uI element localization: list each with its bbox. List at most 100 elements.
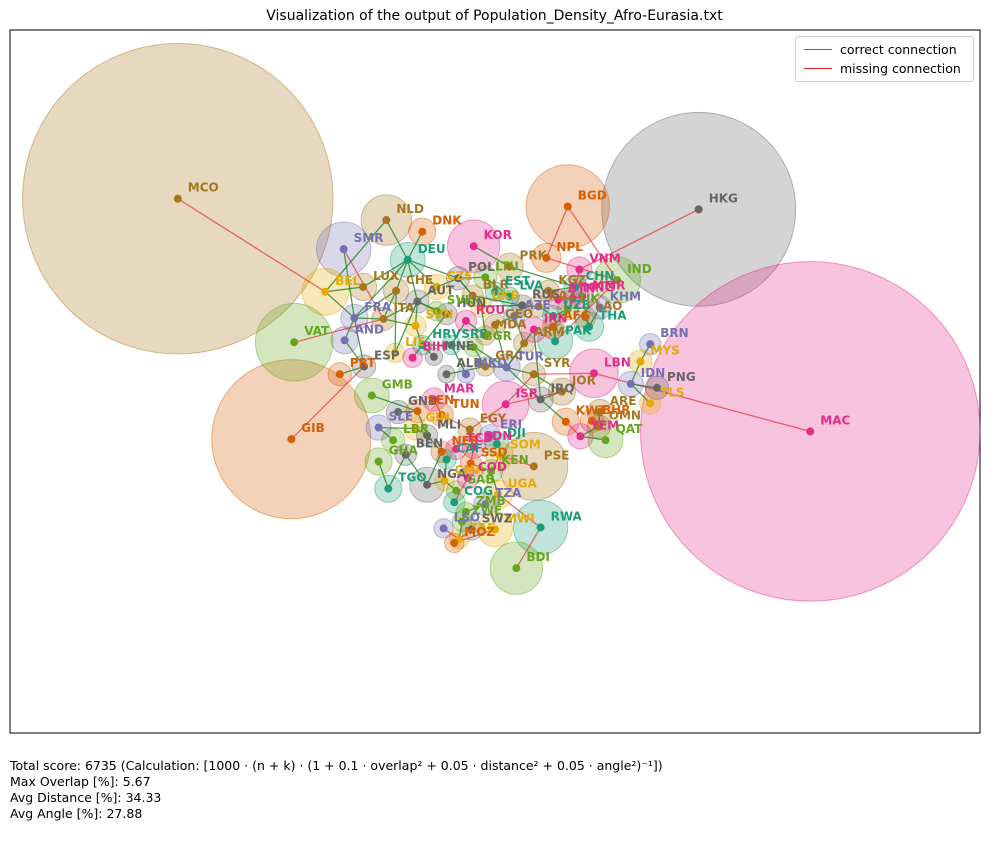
label-mac: MAC — [820, 413, 850, 427]
label-omn: OMN — [609, 409, 641, 423]
point-lva — [505, 292, 514, 301]
point-moz — [450, 538, 459, 547]
point-lbr — [389, 436, 398, 445]
label-aze: AZE — [524, 298, 550, 312]
label-cog: COG — [464, 484, 493, 498]
point-ita — [379, 314, 388, 323]
point-hkg — [694, 205, 703, 214]
correct-connection-chn-kgz — [548, 286, 576, 292]
total-score: Total score: 6735 (Calculation: [1000 · … — [10, 758, 663, 773]
label-bgr: BGR — [484, 329, 512, 343]
point-afg — [549, 322, 558, 331]
label-chn: CHN — [586, 269, 615, 283]
correct-connection-deu-fra — [353, 259, 409, 319]
label-rwa: RWA — [551, 509, 583, 523]
point-eri — [486, 431, 495, 440]
correct-connection-idn-tls — [630, 383, 651, 404]
label-kwt: KWT — [576, 404, 608, 418]
point-ben — [401, 450, 410, 459]
point-mkd — [461, 370, 470, 379]
missing-connection-egy-isr — [469, 403, 507, 431]
point-gin — [411, 424, 420, 433]
label-uga: UGA — [508, 476, 538, 490]
label-vat: VAT — [304, 324, 330, 338]
point-mli — [423, 431, 432, 440]
point-som — [495, 451, 504, 460]
point-irq — [536, 395, 545, 404]
label-hrv: HRV — [432, 327, 461, 341]
point-aut — [413, 297, 422, 306]
label-ltu: LTU — [495, 259, 519, 273]
label-vnm: VNM — [589, 252, 620, 266]
missing-connection-syr-isr — [505, 373, 535, 405]
label-lva: LVA — [520, 279, 544, 293]
point-srb — [447, 341, 456, 350]
point-tgo — [384, 484, 393, 493]
point-grc — [481, 362, 490, 371]
point-prk — [505, 262, 514, 271]
label-mkd: MKD — [476, 356, 507, 370]
label-mmr: MMR — [592, 279, 625, 293]
missing-connection-jor-isr — [505, 391, 563, 405]
label-caf: CAF — [457, 442, 483, 456]
legend-swatch-missing — [804, 67, 832, 69]
point-est — [491, 287, 499, 296]
correct-connection-ita-svn — [383, 318, 416, 327]
legend-label-correct: correct connection — [840, 41, 957, 57]
point-sdn — [469, 442, 478, 451]
label-bel: BEL — [335, 274, 360, 288]
point-rwa — [536, 523, 545, 532]
correct-connection-aut-cze — [417, 286, 438, 303]
point-kaz — [534, 302, 543, 311]
correct-connection-tur-arm — [506, 342, 525, 368]
label-deu: DEU — [418, 242, 446, 256]
label-esp: ESP — [374, 348, 400, 362]
point-mmr — [578, 292, 587, 301]
label-nld: NLD — [396, 202, 424, 216]
correct-connection-tha-mmr — [581, 296, 590, 327]
point-tha — [585, 322, 594, 331]
label-ind: IND — [627, 262, 652, 276]
legend-entry-correct: correct connection — [804, 40, 957, 58]
missing-connection-hkg-vnm — [579, 208, 699, 271]
label-tls: TLS — [660, 385, 684, 399]
point-bel — [321, 287, 330, 296]
point-uga — [493, 490, 502, 499]
point-lso — [439, 524, 448, 533]
label-rus: RUS — [532, 287, 560, 301]
missing-connection-cog-cod — [453, 477, 469, 503]
point-zmb — [461, 507, 470, 516]
label-mar: MAR — [444, 381, 474, 395]
point-vnm — [575, 265, 584, 274]
correct-connection-mda-ukr — [480, 306, 486, 336]
point-pol — [454, 274, 463, 283]
label-isr: ISR — [516, 386, 538, 400]
legend-entry-missing: missing connection — [804, 59, 961, 77]
max-overlap: Max Overlap [%]: 5.67 — [10, 774, 151, 789]
point-chn — [571, 282, 580, 291]
label-irq: IRQ — [551, 381, 575, 395]
correct-connection-pol-ltu — [458, 276, 486, 279]
point-zwe — [458, 517, 467, 526]
correct-connection-fra-and — [344, 317, 355, 341]
point-arm — [520, 339, 529, 348]
label-gin: GIN — [425, 411, 449, 425]
label-pol: POL — [468, 260, 495, 274]
correct-connection-bel-fra — [324, 291, 355, 319]
correct-connection-tur-syr — [506, 366, 534, 375]
correct-connection-ken-uga — [490, 471, 499, 495]
correct-connection-aze-arm — [513, 315, 525, 344]
label-prt: PRT — [350, 356, 376, 370]
label-cod: COD — [478, 460, 507, 474]
label-and: AND — [355, 322, 384, 336]
point-che — [392, 286, 401, 295]
point-bdi — [512, 564, 521, 573]
label-gnb: GNB — [408, 394, 437, 408]
point-deu — [403, 255, 412, 264]
point-irn — [529, 325, 538, 334]
correct-connection-deu-lux — [362, 259, 409, 288]
label-gha: GHA — [389, 443, 419, 457]
point-are — [595, 408, 604, 417]
correct-connection-deu-pol — [407, 259, 459, 279]
point-rou — [461, 316, 470, 325]
